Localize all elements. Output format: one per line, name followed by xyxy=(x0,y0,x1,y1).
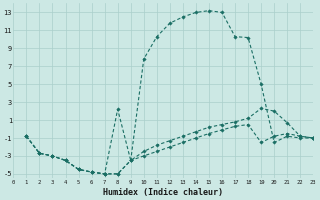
X-axis label: Humidex (Indice chaleur): Humidex (Indice chaleur) xyxy=(103,188,223,197)
